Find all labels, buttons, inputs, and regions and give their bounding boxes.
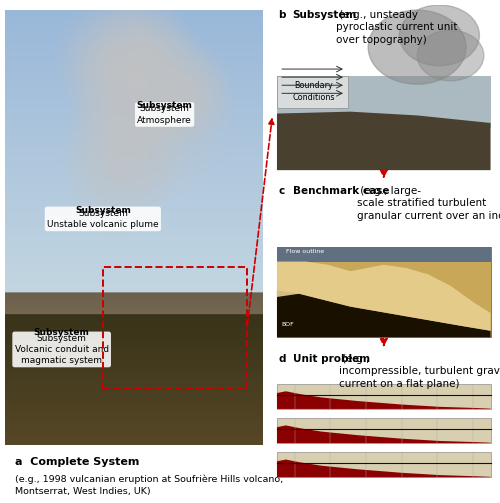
Text: c: c <box>279 186 292 196</box>
Text: b: b <box>279 10 294 20</box>
Polygon shape <box>277 112 490 170</box>
Polygon shape <box>277 291 490 337</box>
Text: Benchmark case: Benchmark case <box>292 186 389 196</box>
Circle shape <box>417 30 484 81</box>
Polygon shape <box>277 262 490 331</box>
Text: Unit problem: Unit problem <box>292 354 370 364</box>
Text: a  Complete System: a Complete System <box>16 457 140 467</box>
Text: (e.g., large-
scale stratified turbulent
granular current over an incline): (e.g., large- scale stratified turbulent… <box>357 186 500 221</box>
Text: (e.g., 1998 vulcanian eruption at Soufrière Hills volcano,
Montserrat, West Indi: (e.g., 1998 vulcanian eruption at Soufri… <box>16 475 283 496</box>
Polygon shape <box>277 426 490 443</box>
Circle shape <box>400 5 479 66</box>
Bar <box>277 247 490 262</box>
Text: d: d <box>279 354 294 364</box>
Bar <box>277 247 490 337</box>
Text: Subsystem
Volcanic conduit and
magmatic system: Subsystem Volcanic conduit and magmatic … <box>14 334 108 365</box>
Text: Subsystem: Subsystem <box>136 101 192 110</box>
Text: Subsystem
Atmosphere: Subsystem Atmosphere <box>138 105 192 125</box>
FancyBboxPatch shape <box>277 76 348 108</box>
Polygon shape <box>277 391 490 409</box>
Text: Subsystem: Subsystem <box>75 206 131 215</box>
Text: BOF: BOF <box>282 322 294 327</box>
Bar <box>277 76 490 128</box>
Text: (e.g.,
incompressible, turbulent gravity
current on a flat plane): (e.g., incompressible, turbulent gravity… <box>339 354 500 389</box>
Text: Subsystem: Subsystem <box>34 327 90 337</box>
Text: Flow outline: Flow outline <box>286 248 324 254</box>
Bar <box>103 267 247 389</box>
Text: Subsystem: Subsystem <box>292 10 357 20</box>
Circle shape <box>368 10 466 84</box>
Text: Subsystem
Unstable volcanic plume: Subsystem Unstable volcanic plume <box>47 209 158 229</box>
Text: Boundary
Conditions: Boundary Conditions <box>292 81 335 102</box>
Text: (e.g., unsteady
pyroclastic current unit
over topography): (e.g., unsteady pyroclastic current unit… <box>336 10 458 45</box>
Polygon shape <box>277 460 490 477</box>
